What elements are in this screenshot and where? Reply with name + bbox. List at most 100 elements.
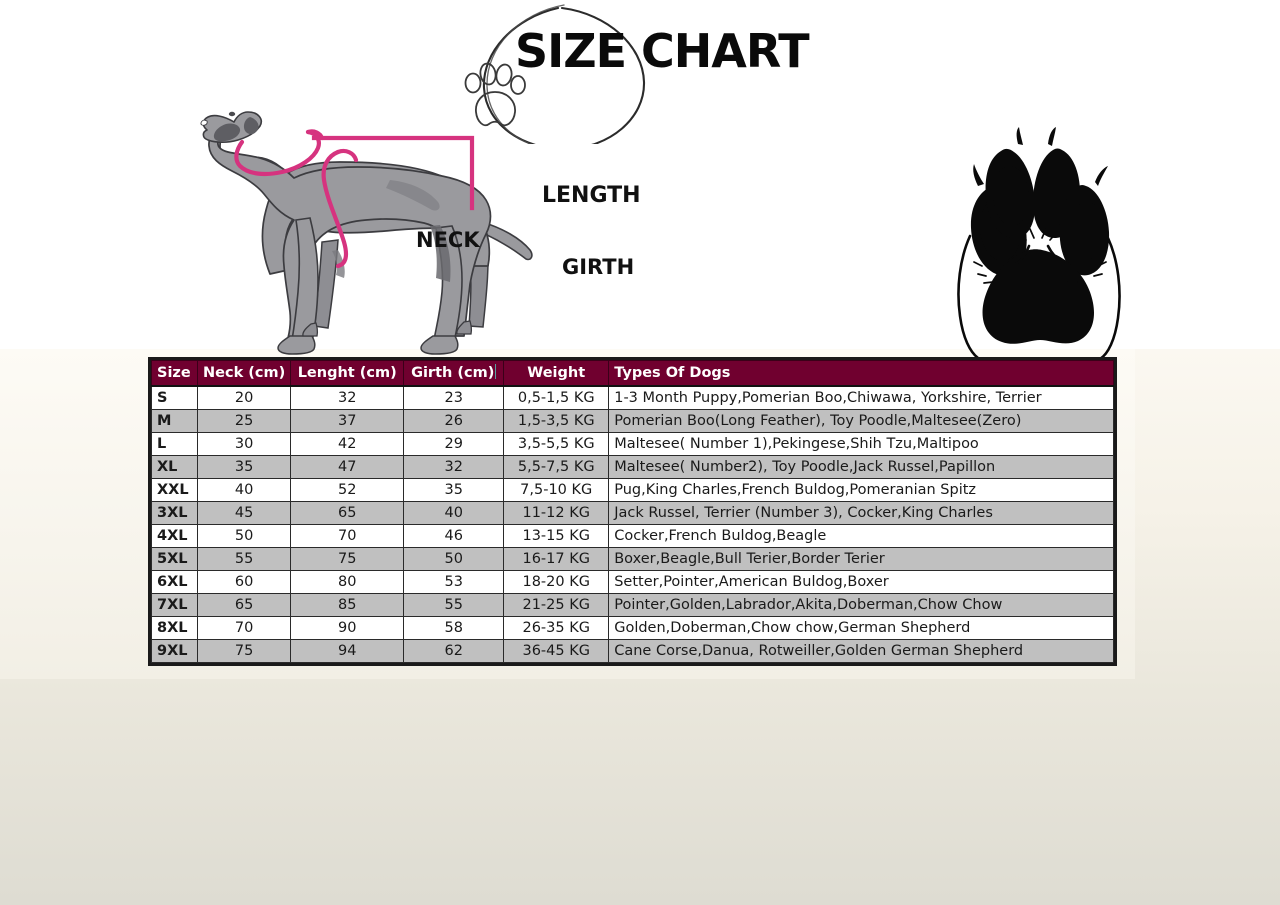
column-header-neck[interactable]: Neck (cm) <box>196 360 292 387</box>
table-row[interactable]: L 30 42 29 3,5-5,5 KG Maltesee( Number 1),Pek… <box>151 432 1115 456</box>
cell-size[interactable]: 6XL <box>151 570 198 594</box>
cell-weight[interactable]: 7,5-10 KG <box>503 478 610 502</box>
cell-length[interactable]: 52 <box>290 478 405 502</box>
cell-neck[interactable]: 50 <box>196 524 292 548</box>
cell-girth[interactable]: 29 <box>403 432 505 456</box>
cell-weight[interactable]: 1,5-3,5 KG <box>503 409 610 433</box>
cell-types[interactable]: Golden,Doberman,Chow chow,German Shepher… <box>608 616 1115 640</box>
girth-label: GIRTH <box>562 255 635 279</box>
page-title: SIZE CHART <box>515 24 810 78</box>
cell-weight[interactable]: 3,5-5,5 KG <box>503 432 610 456</box>
table-row[interactable]: 6XL 60 80 53 18-20 KG Setter,Pointer,American… <box>151 570 1115 594</box>
column-header-girth-text: Girth (cm) <box>411 365 495 381</box>
cell-size[interactable]: 4XL <box>151 524 198 548</box>
table-row[interactable]: S 20 32 23 0,5-1,5 KG 1-3 Month Puppy,Pomeria… <box>151 385 1115 410</box>
cell-weight[interactable]: 21-25 KG <box>503 593 610 617</box>
column-header-size[interactable]: Size <box>151 360 198 387</box>
cell-girth[interactable]: 26 <box>403 409 505 433</box>
cell-types[interactable]: Jack Russel, Terrier (Number 3), Cocker,… <box>608 501 1115 525</box>
cell-girth[interactable]: 32 <box>403 455 505 479</box>
cell-size[interactable]: XXL <box>151 478 198 502</box>
cell-size[interactable]: S <box>151 385 198 410</box>
column-header-types[interactable]: Types Of Dogs <box>608 360 1115 387</box>
cell-size[interactable]: 5XL <box>151 547 198 571</box>
cell-length[interactable]: 90 <box>290 616 405 640</box>
length-label: LENGTH <box>542 183 641 208</box>
cell-girth[interactable]: 58 <box>403 616 505 640</box>
cell-length[interactable]: 85 <box>290 593 405 617</box>
table-row[interactable]: 8XL 70 90 58 26-35 KG Golden,Doberman,Chow ch… <box>151 616 1115 640</box>
cell-size[interactable]: 3XL <box>151 501 198 525</box>
cell-girth[interactable]: 53 <box>403 570 505 594</box>
cell-weight[interactable]: 26-35 KG <box>503 616 610 640</box>
column-header-girth[interactable]: Girth (cm) <box>403 360 505 387</box>
cell-girth[interactable]: 55 <box>403 593 505 617</box>
cell-girth[interactable]: 23 <box>403 385 505 410</box>
cell-neck[interactable]: 55 <box>196 547 292 571</box>
cell-types[interactable]: 1-3 Month Puppy,Pomerian Boo,Chiwawa, Yo… <box>608 385 1115 410</box>
column-header-weight[interactable]: Weight <box>503 360 610 387</box>
cell-neck[interactable]: 60 <box>196 570 292 594</box>
cell-girth[interactable]: 62 <box>403 639 505 663</box>
cell-neck[interactable]: 30 <box>196 432 292 456</box>
table-body: S 20 32 23 0,5-1,5 KG 1-3 Month Puppy,Pomeria… <box>151 385 1115 663</box>
cell-girth[interactable]: 40 <box>403 501 505 525</box>
cell-size[interactable]: L <box>151 432 198 456</box>
cell-neck[interactable]: 20 <box>196 385 292 410</box>
cell-girth[interactable]: 50 <box>403 547 505 571</box>
cell-weight[interactable]: 18-20 KG <box>503 570 610 594</box>
cell-size[interactable]: 9XL <box>151 639 198 663</box>
neck-label: NECK <box>416 228 480 252</box>
table-row[interactable]: M 25 37 26 1,5-3,5 KG Pomerian Boo(Long Feath… <box>151 409 1115 433</box>
table-header-row: Size Neck (cm) Lenght (cm) Girth (cm) We… <box>151 360 1115 387</box>
cell-neck[interactable]: 65 <box>196 593 292 617</box>
dog-paw-print-icon <box>930 126 1130 361</box>
cell-length[interactable]: 65 <box>290 501 405 525</box>
cell-length[interactable]: 32 <box>290 385 405 410</box>
cell-size[interactable]: XL <box>151 455 198 479</box>
cell-types[interactable]: Setter,Pointer,American Buldog,Boxer <box>608 570 1115 594</box>
table-row[interactable]: 9XL 75 94 62 36-45 KG Cane Corse,Danua, Rotwe… <box>151 639 1115 663</box>
cell-length[interactable]: 37 <box>290 409 405 433</box>
table-row[interactable]: XXL 40 52 35 7,5-10 KG Pug,King Charles,Frenc… <box>151 478 1115 502</box>
cell-types[interactable]: Pug,King Charles,French Buldog,Pomerania… <box>608 478 1115 502</box>
cell-neck[interactable]: 35 <box>196 455 292 479</box>
column-header-length[interactable]: Lenght (cm) <box>290 360 405 387</box>
cell-length[interactable]: 47 <box>290 455 405 479</box>
table-header: Size Neck (cm) Lenght (cm) Girth (cm) We… <box>151 360 1115 387</box>
cell-size[interactable]: M <box>151 409 198 433</box>
table-row[interactable]: 3XL 45 65 40 11-12 KG Jack Russel, Terrier (N… <box>151 501 1115 525</box>
table-row[interactable]: 7XL 65 85 55 21-25 KG Pointer,Golden,Labrador… <box>151 593 1115 617</box>
cell-neck[interactable]: 25 <box>196 409 292 433</box>
cell-length[interactable]: 80 <box>290 570 405 594</box>
cell-types[interactable]: Maltesee( Number2), Toy Poodle,Jack Russ… <box>608 455 1115 479</box>
cell-neck[interactable]: 45 <box>196 501 292 525</box>
table-row[interactable]: 5XL 55 75 50 16-17 KG Boxer,Beagle,Bull Terie… <box>151 547 1115 571</box>
cell-weight[interactable]: 11-12 KG <box>503 501 610 525</box>
cell-weight[interactable]: 0,5-1,5 KG <box>503 385 610 410</box>
cell-neck[interactable]: 70 <box>196 616 292 640</box>
cell-types[interactable]: Cane Corse,Danua, Rotweiller,Golden Germ… <box>608 639 1115 663</box>
cell-length[interactable]: 42 <box>290 432 405 456</box>
cell-types[interactable]: Maltesee( Number 1),Pekingese,Shih Tzu,M… <box>608 432 1115 456</box>
cell-size[interactable]: 8XL <box>151 616 198 640</box>
cell-size[interactable]: 7XL <box>151 593 198 617</box>
cell-length[interactable]: 75 <box>290 547 405 571</box>
cell-weight[interactable]: 36-45 KG <box>503 639 610 663</box>
cell-girth[interactable]: 35 <box>403 478 505 502</box>
cell-weight[interactable]: 5,5-7,5 KG <box>503 455 610 479</box>
cell-weight[interactable]: 13-15 KG <box>503 524 610 548</box>
cell-types[interactable]: Pointer,Golden,Labrador,Akita,Doberman,C… <box>608 593 1115 617</box>
cell-types[interactable]: Cocker,French Buldog,Beagle <box>608 524 1115 548</box>
paw-outline-icon <box>464 62 526 127</box>
cell-length[interactable]: 94 <box>290 639 405 663</box>
cell-neck[interactable]: 75 <box>196 639 292 663</box>
cell-types[interactable]: Boxer,Beagle,Bull Terier,Border Terier <box>608 547 1115 571</box>
cell-girth[interactable]: 46 <box>403 524 505 548</box>
cell-types[interactable]: Pomerian Boo(Long Feather), Toy Poodle,M… <box>608 409 1115 433</box>
cell-weight[interactable]: 16-17 KG <box>503 547 610 571</box>
table-row[interactable]: 4XL 50 70 46 13-15 KG Cocker,French Buldog,Be… <box>151 524 1115 548</box>
table-row[interactable]: XL 35 47 32 5,5-7,5 KG Maltesee( Number2), To… <box>151 455 1115 479</box>
cell-neck[interactable]: 40 <box>196 478 292 502</box>
cell-length[interactable]: 70 <box>290 524 405 548</box>
